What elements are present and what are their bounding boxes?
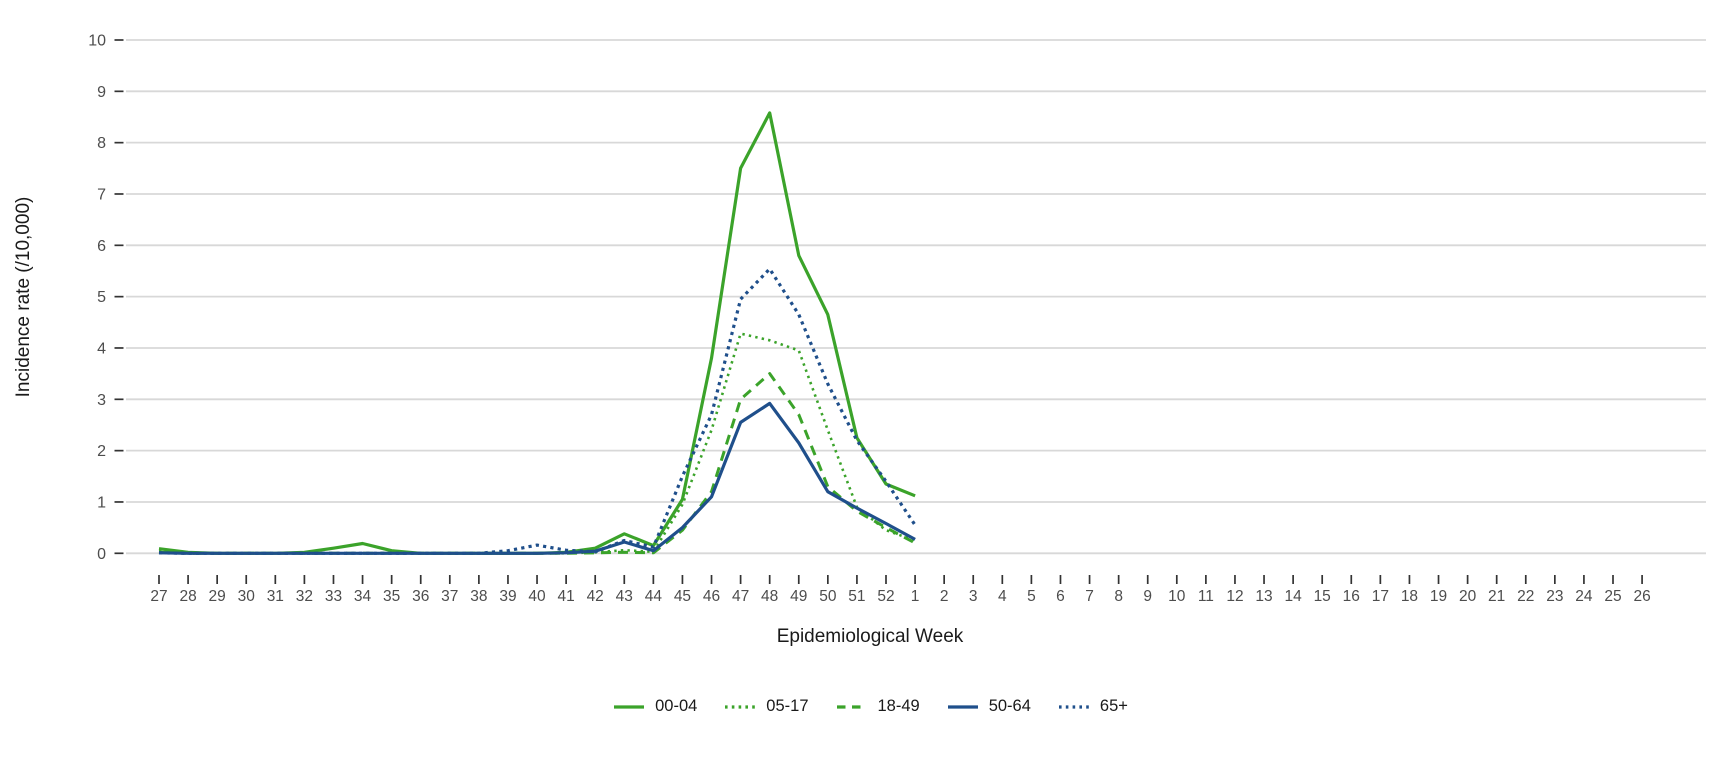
y-tick-label-2: 2 [97,443,106,460]
y-axis-title: Incidence rate (/10,000) [13,196,34,398]
x-tick-label-42: 42 [587,588,604,605]
legend-item-05-17: 05-17 [723,697,809,716]
series-line-50-64 [158,401,916,555]
x-tick-label-27: 27 [150,588,167,605]
x-tick-label-40: 40 [528,588,546,605]
legend-item-18-49: 18-49 [835,697,920,716]
x-tick-label-16: 16 [1343,588,1360,605]
legend-line-sample-00-04 [614,704,645,709]
x-tick-label-46: 46 [703,588,720,605]
x-tick-label-18: 18 [1401,588,1418,605]
x-tick-label-37: 37 [441,588,458,605]
x-tick-label-48: 48 [761,588,778,605]
series-line-65+ [158,267,917,555]
legend-label-00-04: 00-04 [655,697,698,715]
x-tick-label-44: 44 [645,588,663,605]
legend-label-05-17: 05-17 [766,697,809,715]
x-tick-label-8: 8 [1114,588,1123,605]
legend-line-sample-65+ [1058,704,1089,709]
x-tick-label-3: 3 [969,588,978,605]
x-tick-label-12: 12 [1226,588,1243,605]
x-axis-title: Epidemiological Week [776,626,964,647]
x-tick-label-39: 39 [499,588,516,605]
x-tick-label-47: 47 [732,588,749,605]
x-tick-label-21: 21 [1488,588,1505,605]
x-tick-label-28: 28 [179,588,196,605]
x-tick-label-17: 17 [1372,588,1389,605]
x-tick-label-14: 14 [1284,588,1302,605]
x-tick-label-23: 23 [1546,588,1563,605]
x-tick-label-38: 38 [470,588,487,605]
x-tick-label-43: 43 [616,588,633,605]
legend-label-18-49: 18-49 [877,697,920,715]
x-tick-label-51: 51 [848,588,865,605]
y-tick-label-7: 7 [97,186,106,203]
series-line-18-49 [158,372,916,555]
x-tick-label-29: 29 [209,588,226,605]
x-tick-label-49: 49 [790,588,807,605]
x-tick-label-11: 11 [1198,588,1214,605]
x-tick-label-19: 19 [1430,588,1447,605]
x-tick-label-7: 7 [1085,588,1094,605]
x-tick-label-36: 36 [412,588,429,605]
x-tick-label-25: 25 [1604,588,1621,605]
x-tick-label-35: 35 [383,588,400,605]
x-tick-label-9: 9 [1143,588,1152,605]
legend-label-65+: 65+ [1099,697,1128,715]
y-tick-label-9: 9 [97,84,106,101]
y-tick-label-5: 5 [97,289,106,306]
series-line-00-04 [158,111,916,555]
legend-line-sample-50-64 [947,704,978,709]
x-tick-label-6: 6 [1056,588,1065,605]
x-tick-label-32: 32 [296,588,313,605]
y-tick-label-4: 4 [97,340,106,357]
x-tick-label-20: 20 [1459,588,1477,605]
legend-item-00-04: 00-04 [612,697,697,716]
x-tick-label-45: 45 [674,588,691,605]
y-tick-label-0: 0 [97,546,106,563]
x-tick-label-33: 33 [325,588,342,605]
legend-label-50-64: 50-64 [988,697,1031,715]
x-tick-label-34: 34 [354,588,372,605]
legend-item-65+: 65+ [1057,697,1128,716]
legend-item-50-64: 50-64 [946,697,1031,716]
x-tick-label-5: 5 [1027,588,1036,605]
y-tick-label-1: 1 [97,494,106,511]
x-tick-label-4: 4 [998,588,1007,605]
y-tick-label-3: 3 [97,392,106,409]
x-tick-label-22: 22 [1517,588,1534,605]
legend: 00-04 05-17 18-49 50-64 65+ [0,697,1728,716]
x-tick-label-10: 10 [1168,588,1186,605]
x-tick-label-2: 2 [940,588,949,605]
x-tick-label-30: 30 [238,588,256,605]
x-tick-label-24: 24 [1575,588,1593,605]
x-tick-label-31: 31 [267,588,284,605]
legend-line-sample-18-49 [836,704,867,709]
x-tick-label-50: 50 [819,588,837,605]
x-tick-label-26: 26 [1633,588,1650,605]
series-line-05-17 [158,332,916,555]
legend-line-sample-05-17 [725,704,756,709]
x-tick-label-13: 13 [1255,588,1272,605]
y-tick-label-6: 6 [97,238,106,255]
y-tick-label-10: 10 [88,33,106,50]
x-tick-label-52: 52 [877,588,894,605]
x-tick-label-41: 41 [557,588,574,605]
y-tick-label-8: 8 [97,135,106,152]
x-tick-label-1: 1 [911,588,920,605]
x-tick-label-15: 15 [1314,588,1331,605]
